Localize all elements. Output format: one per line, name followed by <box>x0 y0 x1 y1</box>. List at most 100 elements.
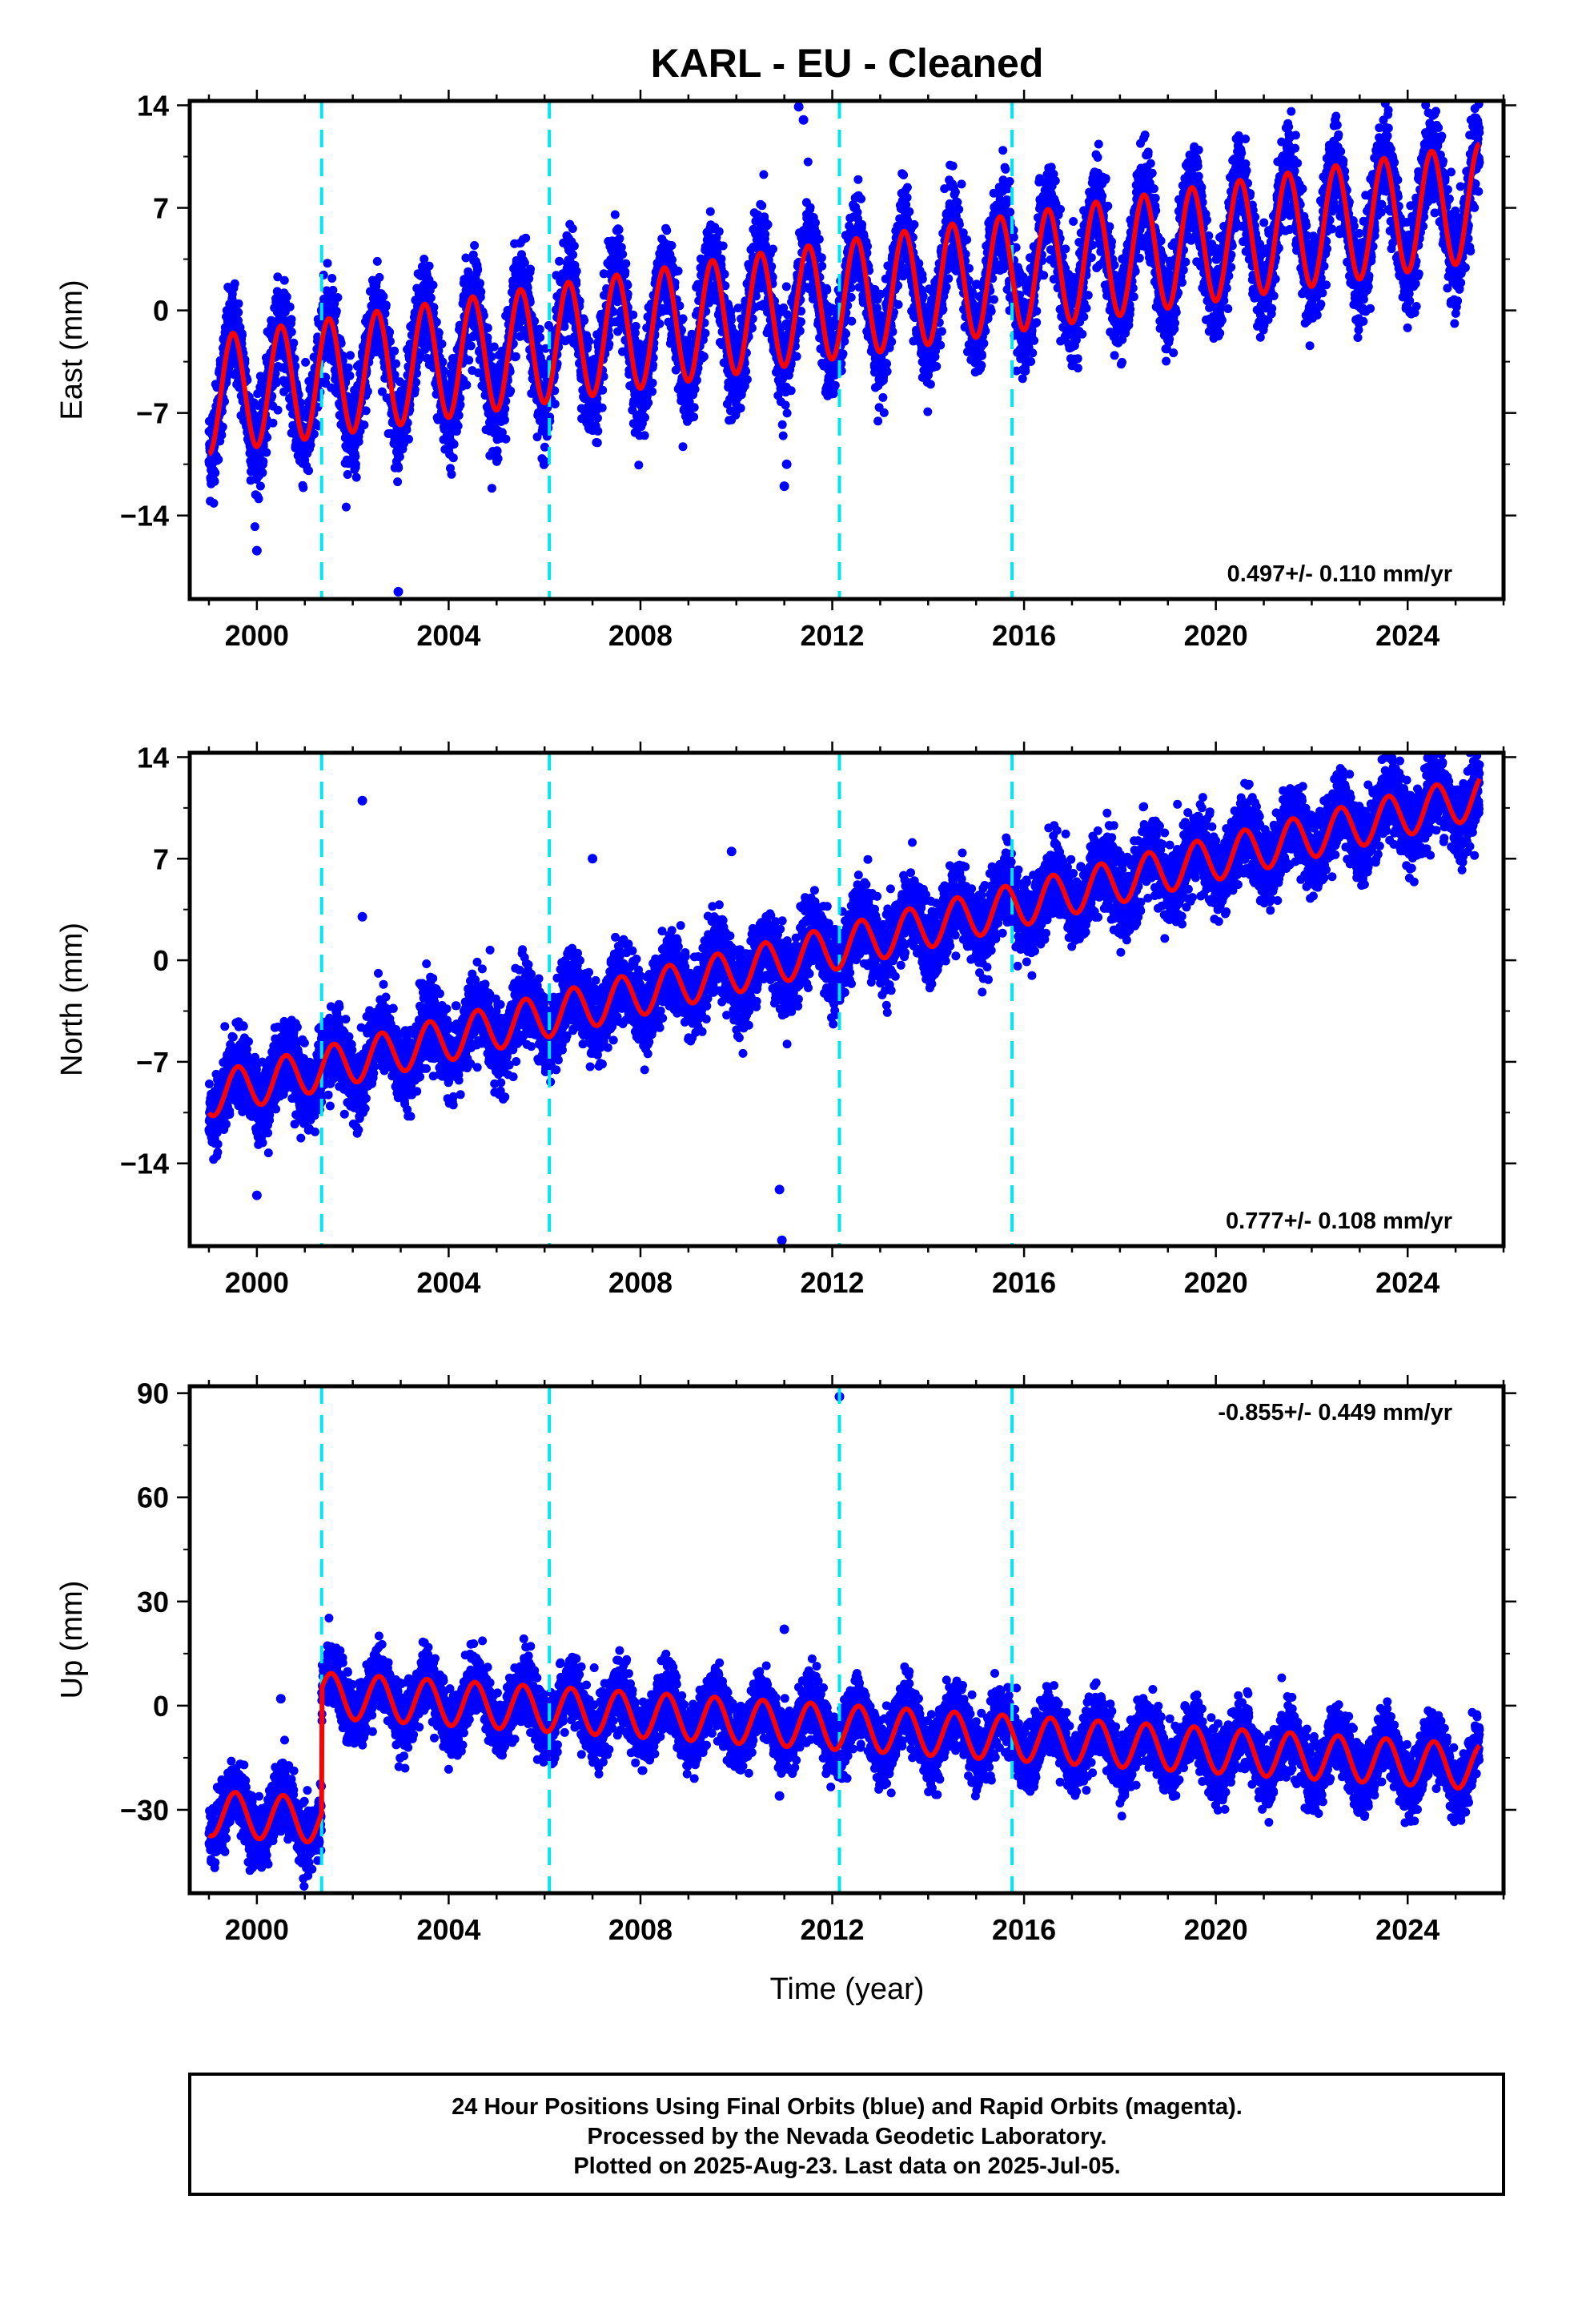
east-data-point <box>429 303 439 312</box>
east-data-point <box>217 430 227 440</box>
east-data-point <box>210 476 219 486</box>
east-data-point <box>385 336 395 346</box>
east-data-point <box>803 157 813 167</box>
east-data-point <box>390 370 400 380</box>
east-data-point <box>346 351 355 360</box>
east-data-point <box>476 279 484 288</box>
east-data-point <box>569 241 579 251</box>
east-data-point <box>473 265 483 275</box>
east-data-point <box>597 403 607 412</box>
east-data-point <box>299 483 308 493</box>
east-data-point <box>648 378 657 388</box>
east-data-point <box>285 302 295 312</box>
east-data-point <box>757 201 767 211</box>
east-data-point <box>390 346 400 356</box>
east-data-point <box>690 384 700 394</box>
east-data-point <box>258 468 267 477</box>
east-data-point <box>593 426 603 436</box>
east-data-point <box>306 440 315 450</box>
east-data-point <box>769 244 777 254</box>
east-data-point <box>487 484 496 493</box>
east-data-point <box>341 502 351 512</box>
east-data-point <box>209 498 219 508</box>
east-data-point <box>778 431 788 440</box>
east-data-point <box>521 233 531 243</box>
east-data-point <box>259 456 268 466</box>
east-data-point <box>333 293 343 302</box>
east-data-point <box>234 308 243 317</box>
east-data-point <box>323 259 332 268</box>
east-data-points <box>204 101 1484 597</box>
east-data-point <box>615 234 624 243</box>
east-data-point <box>795 326 805 336</box>
east-data-point <box>354 437 363 446</box>
east-data-point <box>351 472 361 482</box>
east-data-point <box>304 466 313 476</box>
east-data-point <box>327 274 337 283</box>
east-data-point <box>351 452 360 461</box>
east-data-point <box>470 241 480 250</box>
east-data-point <box>620 267 630 276</box>
east-data-point <box>448 453 458 463</box>
east-data-point <box>781 400 790 410</box>
east-data-point <box>761 230 770 239</box>
east-data-point <box>391 359 401 368</box>
east-data-point <box>631 321 640 331</box>
east-data-point <box>857 194 866 203</box>
east-data-point <box>328 285 338 295</box>
east-data-point <box>689 412 699 422</box>
east-data-point <box>705 207 715 216</box>
east-data-point <box>634 460 644 470</box>
east-data-point <box>412 368 421 378</box>
east-data-point <box>667 241 677 250</box>
east-data-point <box>263 432 272 442</box>
east-data-point <box>655 319 665 328</box>
east-data-point <box>410 385 420 395</box>
east-data-point <box>840 336 849 346</box>
east-data-point <box>489 342 499 352</box>
east-data-point <box>535 324 544 334</box>
east-data-point <box>268 418 278 428</box>
east-data-point <box>786 386 796 396</box>
east-data-point <box>814 235 824 244</box>
east-data-point <box>792 352 801 361</box>
east-data-point <box>453 421 463 431</box>
east-data-point <box>262 448 271 457</box>
east-data-point <box>853 175 863 184</box>
east-data-point <box>345 371 355 380</box>
east-data-point <box>701 328 710 338</box>
east-data-point <box>420 255 429 263</box>
east-data-point <box>218 422 227 432</box>
east-data-point <box>592 438 602 448</box>
east-data-point <box>273 272 283 282</box>
east-data-point <box>483 324 492 332</box>
east-data-point <box>379 292 388 301</box>
east-data-point <box>621 259 631 268</box>
east-data-point <box>838 349 848 359</box>
east-data-point <box>279 275 289 285</box>
east-data-point <box>526 264 535 274</box>
east-data-point <box>857 219 867 229</box>
east-data-point <box>271 369 280 378</box>
east-data-point <box>394 463 404 472</box>
east-data-point <box>718 241 728 251</box>
east-data-point <box>763 219 773 229</box>
east-data-point <box>432 317 441 327</box>
east-data-point <box>301 357 311 367</box>
east-panel: 2000 2004 2008 2012 2016 2020 20241470−7−14Eas… <box>55 89 1516 652</box>
east-data-point <box>593 413 602 423</box>
east-data-point <box>372 256 382 266</box>
east-data-point <box>846 292 856 302</box>
east-data-point <box>363 387 372 396</box>
east-data-point <box>361 406 371 416</box>
east-data-point <box>464 356 474 365</box>
east-data-point <box>689 403 699 412</box>
east-data-point <box>381 300 391 310</box>
east-data-point <box>822 285 832 295</box>
east-data-point <box>727 316 736 325</box>
east-data-point <box>550 400 560 408</box>
east-data-point <box>377 387 387 396</box>
east-data-point <box>781 282 791 292</box>
east-plot-area <box>204 101 1484 599</box>
